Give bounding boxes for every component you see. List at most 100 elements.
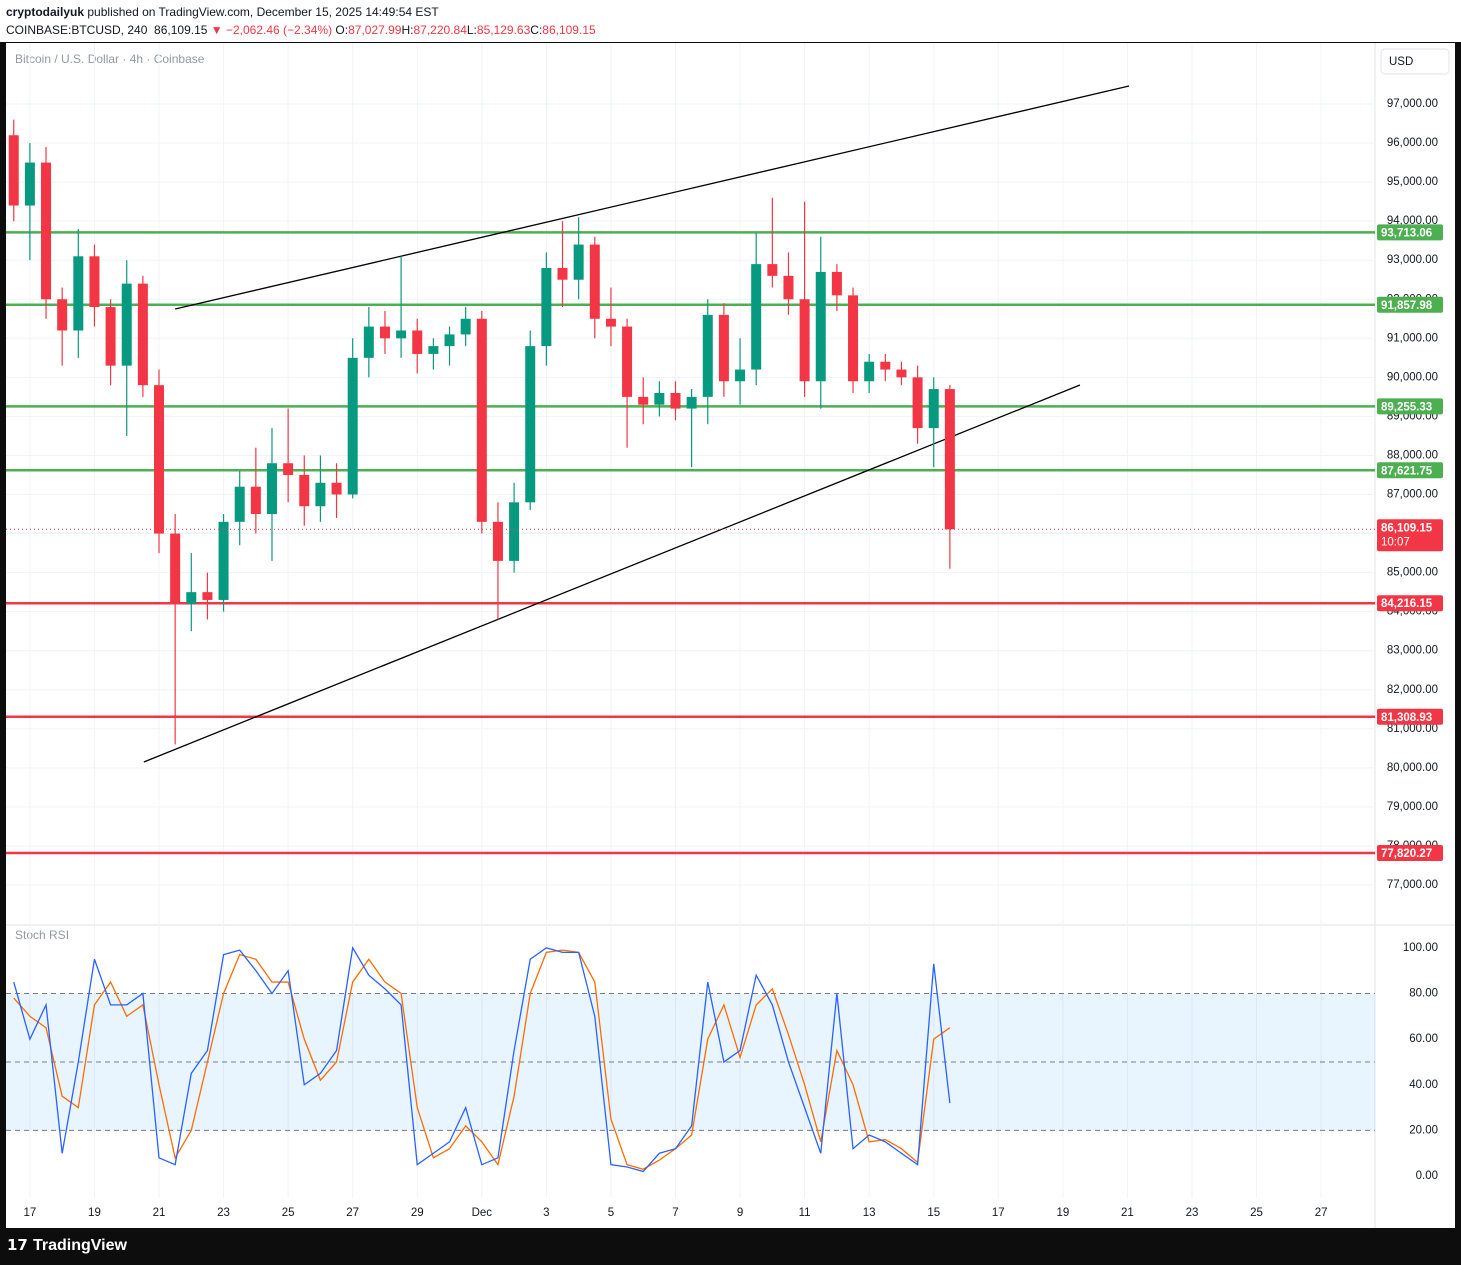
stoch-line <box>13 945 951 1173</box>
y-tick-label: 83,000.00 <box>1387 645 1438 657</box>
ohlc-label: L: <box>466 23 477 37</box>
candle-body <box>622 326 633 397</box>
candle-body <box>573 244 584 280</box>
candle-body <box>880 361 891 370</box>
candle-body <box>509 502 520 561</box>
candle-body <box>234 486 245 522</box>
level-label: 84,216.15 <box>1381 598 1433 610</box>
level-tag <box>1377 296 1443 313</box>
ohlc: O:87,027.99H:87,220.84L:85,129.63C:86,10… <box>335 23 595 37</box>
candle-body <box>283 463 294 475</box>
candle-body <box>57 299 68 331</box>
stoch-line <box>13 949 951 1170</box>
author: cryptodailyuk <box>6 5 85 19</box>
candle-body <box>831 271 842 296</box>
level-tag <box>1377 595 1443 612</box>
candle-body <box>735 369 746 382</box>
candle-body <box>476 318 487 522</box>
level-tag <box>1377 844 1443 861</box>
x-tick-label: 29 <box>411 1207 424 1219</box>
header: cryptodailyuk published on TradingView.c… <box>0 0 1461 42</box>
main-legend: Bitcoin / U.S. Dollar · 4h · Coinbase <box>15 52 205 66</box>
change: ▼ −2,062.46 (−2.34%) <box>210 23 333 37</box>
candle-body <box>799 299 810 382</box>
y-tick-label: 40.00 <box>1409 1079 1438 1091</box>
candle-body <box>944 389 955 530</box>
y-tick-label: 94,000.00 <box>1387 215 1438 227</box>
y-tick-label: 81,000.00 <box>1387 723 1438 735</box>
candle-body <box>137 283 148 386</box>
candle-body <box>73 256 84 331</box>
candle-body <box>492 521 503 561</box>
x-tick-label: 17 <box>992 1207 1005 1219</box>
currency[interactable]: USD <box>1389 56 1413 68</box>
candle-body <box>379 326 390 339</box>
x-tick-label: 17 <box>23 1207 36 1219</box>
level-label: 87,621.75 <box>1381 465 1433 477</box>
last: 86,109.15 <box>154 23 208 37</box>
candle-body <box>444 334 455 347</box>
x-tick-label: 15 <box>927 1207 940 1219</box>
symbol: COINBASE:BTCUSD, 240 <box>6 23 148 37</box>
published: published on TradingView.com, December 1… <box>87 5 439 19</box>
level-label: 91,857.98 <box>1381 300 1433 312</box>
level-tag <box>1377 224 1443 241</box>
candle-body <box>154 385 165 534</box>
candle-body <box>8 135 19 206</box>
last-price-tag <box>1377 519 1443 552</box>
chart-bg <box>6 43 1455 1228</box>
y-tick-label: 0.00 <box>1416 1170 1438 1182</box>
level-label: 89,255.33 <box>1381 401 1432 413</box>
candle-body <box>347 357 358 495</box>
x-tick-label: 19 <box>88 1207 101 1219</box>
y-tick-label: 97,000.00 <box>1387 98 1438 110</box>
level-tag <box>1377 708 1443 725</box>
trendline <box>175 85 1130 310</box>
y-tick-label: 100.00 <box>1403 942 1438 954</box>
x-tick-label: 25 <box>1250 1207 1263 1219</box>
candle-body <box>928 389 939 429</box>
candle-body <box>24 162 35 206</box>
candle-body <box>41 162 52 300</box>
x-tick-label: 25 <box>282 1207 295 1219</box>
candle-body <box>299 474 310 507</box>
y-tick-label: 77,000.00 <box>1387 879 1438 891</box>
y-tick-label: 95,000.00 <box>1387 176 1438 188</box>
x-tick-label: 11 <box>799 1207 811 1219</box>
candle-body <box>589 244 600 319</box>
candle-body <box>686 396 697 409</box>
candle-body <box>541 268 552 347</box>
level-label: 81,308.93 <box>1381 712 1432 724</box>
candle-body <box>751 264 762 370</box>
x-tick-label: 9 <box>737 1207 743 1219</box>
candle-body <box>412 330 423 354</box>
y-tick-label: 60.00 <box>1409 1033 1438 1045</box>
x-tick-label: 21 <box>1121 1207 1134 1219</box>
x-tick-label: 19 <box>1056 1207 1069 1219</box>
level-tag <box>1377 398 1443 415</box>
candle-body <box>105 307 116 366</box>
currency-button[interactable] <box>1380 48 1450 75</box>
x-tick-label: 21 <box>153 1207 166 1219</box>
level-label: 93,713.06 <box>1381 227 1432 239</box>
candle-body <box>428 346 439 354</box>
x-tick-label: 23 <box>1186 1207 1199 1219</box>
y-tick-label: 85,000.00 <box>1387 567 1438 579</box>
y-tick-label: 80.00 <box>1409 988 1438 1000</box>
candle-body <box>912 377 923 429</box>
last-price-label: 86,109.15 <box>1381 522 1433 534</box>
candle-body <box>605 318 616 327</box>
candle-body <box>654 392 665 405</box>
candle-body <box>331 482 342 495</box>
ohlc-value: 87,027.99 <box>348 23 402 37</box>
x-tick-label: 27 <box>346 1207 359 1219</box>
candle-body <box>186 592 197 604</box>
candle-body <box>557 268 568 280</box>
y-tick-label: 87,000.00 <box>1387 489 1438 501</box>
candle-body <box>848 295 859 382</box>
ohlc-value: 85,129.63 <box>476 23 531 37</box>
candle-body <box>670 392 681 409</box>
candle-body <box>202 592 213 600</box>
candle-body <box>89 256 100 308</box>
